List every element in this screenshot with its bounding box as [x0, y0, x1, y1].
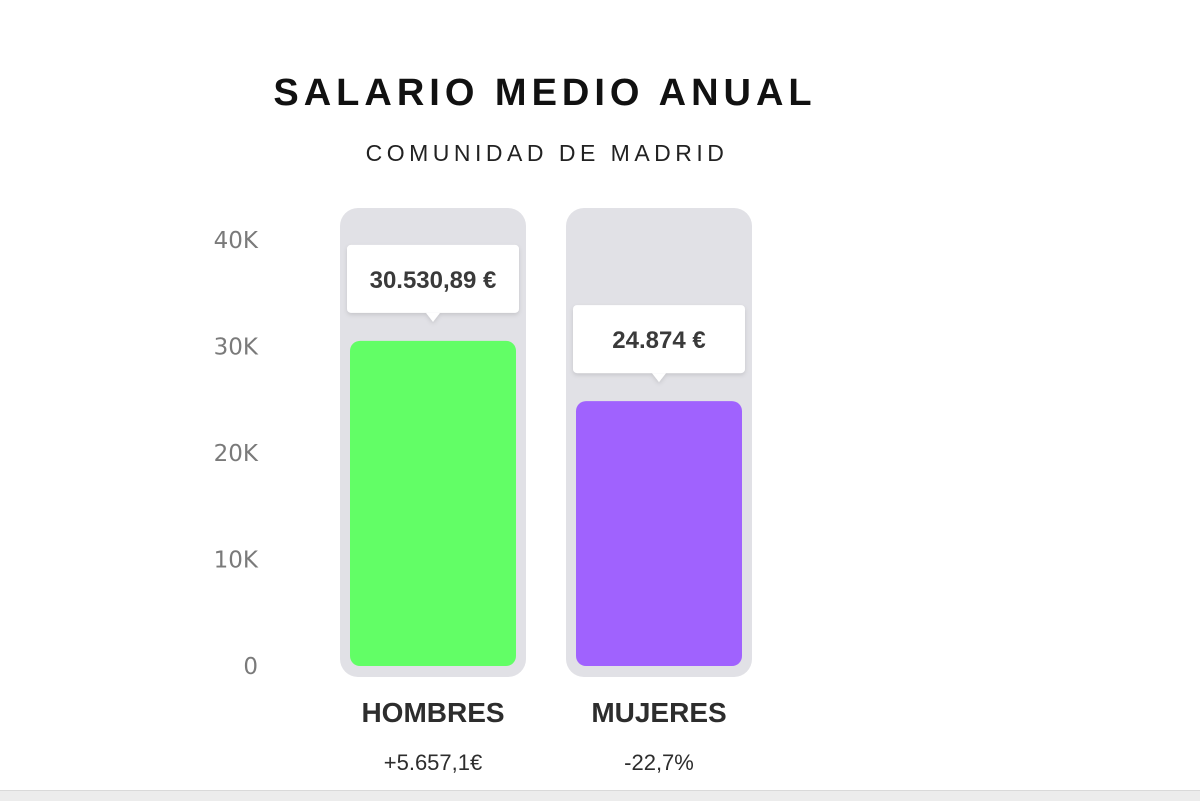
y-tick-label: 0: [243, 654, 258, 680]
y-tick-label: 30K: [214, 335, 259, 361]
category-label: HOMBRES: [361, 697, 504, 728]
bottom-divider: [0, 790, 1200, 801]
bar: [576, 401, 742, 666]
category-label: MUJERES: [591, 697, 726, 728]
callout-pointer: [652, 373, 666, 383]
y-tick-label: 20K: [214, 441, 259, 467]
value-label: 24.874 €: [612, 327, 705, 354]
y-axis: 0 10K 20K 30K 40K: [214, 228, 259, 680]
value-callout: [347, 244, 519, 322]
y-tick-label: 40K: [214, 228, 259, 254]
callout-box: [573, 305, 745, 374]
value-label: 30.530,89 €: [370, 267, 497, 294]
value-callout: [573, 305, 745, 383]
callout-pointer: [426, 312, 440, 322]
bar-group: 30.530,89 € HOMBRES +5.657,1€: [340, 208, 526, 775]
y-tick-label: 10K: [214, 548, 259, 574]
callout-box: [347, 244, 519, 313]
bar: [350, 340, 516, 666]
difference-note: -22,7%: [624, 750, 694, 775]
bar-group: 24.874 € MUJERES -22,7%: [566, 208, 752, 775]
bars: 30.530,89 € HOMBRES +5.657,1€ 24.874 € MUJER…: [340, 208, 752, 775]
difference-note: +5.657,1€: [384, 750, 482, 775]
chart-title: SALARIO MEDIO ANUAL: [273, 72, 817, 114]
chart-subtitle: COMUNIDAD DE MADRID: [365, 140, 729, 166]
